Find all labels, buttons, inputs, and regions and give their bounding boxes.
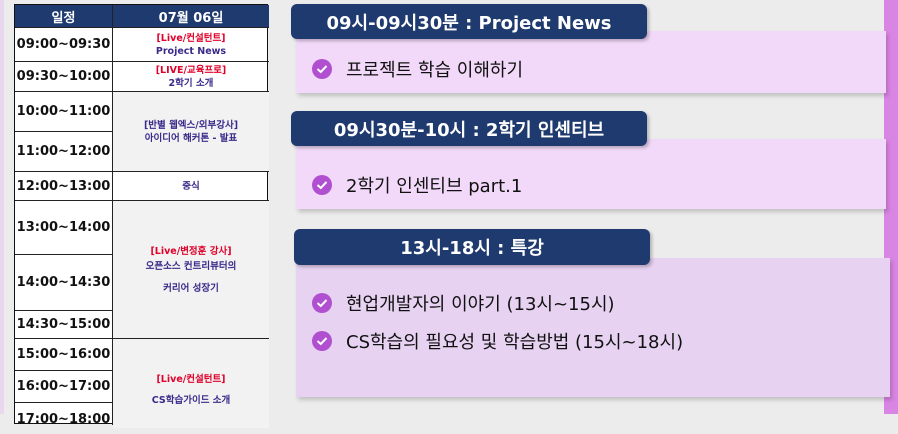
check-circle-icon bbox=[312, 175, 332, 195]
event-tag: [반별 웹엑스/외부강사] bbox=[143, 119, 239, 131]
section-item: 현업개발자의 이야기 (13시~15시) bbox=[312, 290, 615, 316]
event-desc: 2학기 소개 bbox=[168, 77, 214, 89]
time-cell: 14:30~15:00 bbox=[15, 310, 112, 338]
time-cell: 16:00~17:00 bbox=[15, 370, 112, 402]
time-cell: 17:00~18:00 bbox=[15, 402, 112, 434]
left-edge-strip bbox=[0, 0, 4, 414]
event-tag: [LIVE/교육프로] bbox=[155, 64, 227, 76]
section-card-special-lecture bbox=[296, 258, 890, 397]
check-circle-icon bbox=[312, 59, 332, 79]
time-cell: 11:00~12:00 bbox=[15, 131, 112, 171]
event-cell-project-news: [Live/컨설턴트] Project News bbox=[113, 27, 269, 61]
event-cell-cs-guide: [Live/컨설턴트] CS학습가이드 소개 bbox=[113, 338, 269, 428]
header-date: 07월 06일 bbox=[113, 5, 269, 27]
section-card-project-news bbox=[296, 31, 886, 93]
time-cell: 14:00~14:30 bbox=[15, 254, 112, 310]
section-item-label: 프로젝트 학습 이해하기 bbox=[346, 60, 524, 81]
time-cell: 09:30~10:00 bbox=[15, 61, 112, 91]
event-cell-special-lecture: [Live/변정훈 강사] 오픈소스 컨트리뷰터의 커리어 성장기 bbox=[113, 200, 269, 338]
time-cell: 12:00~13:00 bbox=[15, 171, 112, 200]
section-title-special-lecture: 13시-18시 : 특강 bbox=[294, 229, 650, 265]
event-cell-lunch: 중식 bbox=[113, 171, 269, 200]
event-desc: 중식 bbox=[182, 180, 200, 192]
time-cell: 09:00~09:30 bbox=[15, 27, 112, 61]
section-item: CS학습의 필요성 및 학습방법 (15시~18시) bbox=[312, 328, 683, 354]
section-item: 프로젝트 학습 이해하기 bbox=[312, 56, 523, 82]
event-desc: Project News bbox=[155, 45, 227, 57]
section-title-incentive: 09시30분-10시 : 2학기 인센티브 bbox=[291, 111, 647, 146]
event-cell-hackathon: [반별 웹엑스/외부강사] 아이디어 해커톤 - 발표 bbox=[113, 91, 269, 171]
section-item-label: 현업개발자의 이야기 (13시~15시) bbox=[346, 294, 615, 315]
event-desc-line2: 커리어 성장기 bbox=[163, 282, 219, 294]
section-card-incentive bbox=[296, 139, 886, 209]
event-desc: 아이디어 해커톤 - 발표 bbox=[144, 132, 238, 144]
event-tag: [Live/변정훈 강사] bbox=[150, 245, 232, 257]
event-tag: [Live/컨설턴트] bbox=[156, 32, 226, 44]
time-cell: 13:00~14:00 bbox=[15, 200, 112, 254]
check-circle-icon bbox=[312, 331, 332, 351]
schedule-table: 일정 07월 06일 09:00~09:30 09:30~10:00 10:00… bbox=[14, 4, 269, 428]
column-divider bbox=[112, 5, 113, 425]
section-item-label: CS학습의 필요성 및 학습방법 (15시~18시) bbox=[346, 332, 684, 353]
event-tag: [Live/컨설턴트] bbox=[156, 374, 226, 385]
time-cell: 10:00~11:00 bbox=[15, 91, 112, 131]
section-item: 2학기 인센티브 part.1 bbox=[312, 172, 522, 198]
check-circle-icon bbox=[312, 293, 332, 313]
section-title-project-news: 09시-09시30분 : Project News bbox=[291, 4, 647, 39]
event-desc: 오픈소스 컨트리뷰터의 bbox=[145, 260, 237, 272]
header-time: 일정 bbox=[15, 5, 112, 27]
time-cell: 15:00~16:00 bbox=[15, 338, 112, 370]
event-cell-semester-intro: [LIVE/교육프로] 2학기 소개 bbox=[113, 61, 269, 91]
event-desc: CS학습가이드 소개 bbox=[151, 395, 231, 406]
section-item-label: 2학기 인센티브 part.1 bbox=[346, 176, 523, 197]
